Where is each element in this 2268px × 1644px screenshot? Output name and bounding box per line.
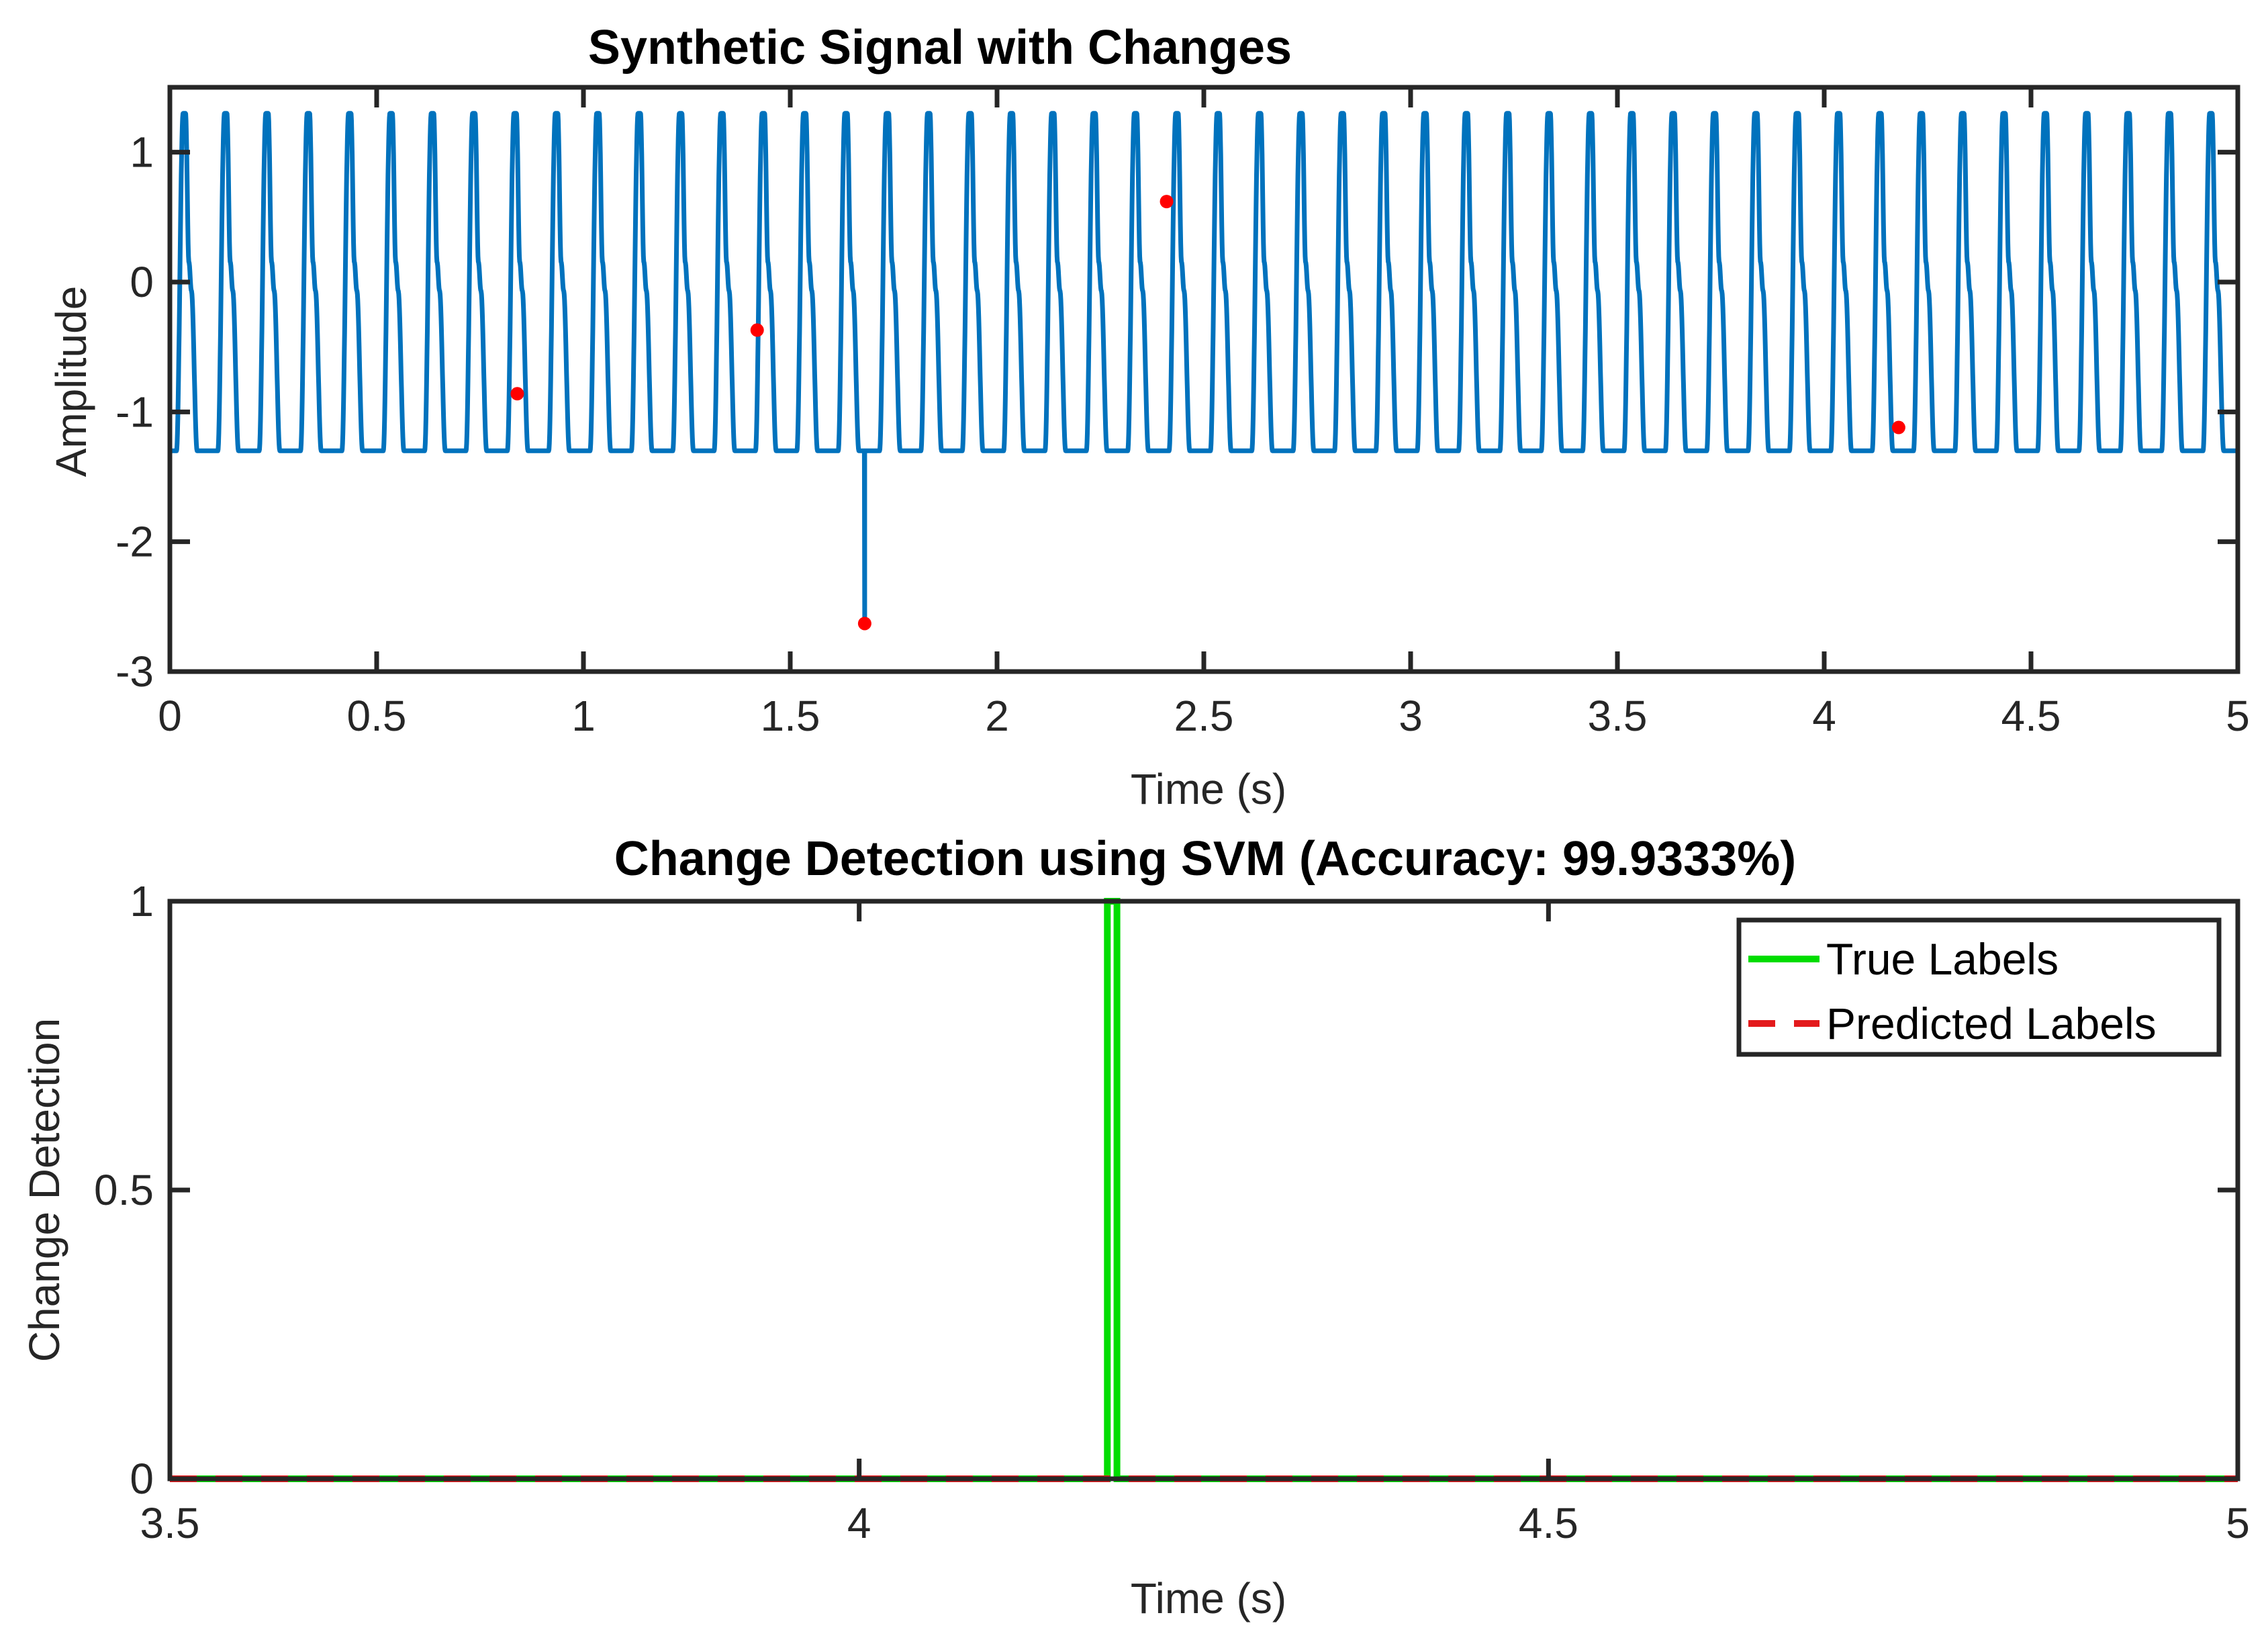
x-tick-label: 2.5 [1174,692,1234,740]
x-tick-label: 3.5 [1588,692,1648,740]
x-tick-label: 4.5 [2001,692,2061,740]
x-tick-label: 3 [1399,692,1423,740]
x-tick-label: 1 [571,692,596,740]
y-tick-label: -3 [115,647,154,696]
detection-axes: Change Detection using SVM (Accuracy: 99… [20,832,2250,1623]
x-tick-label: 5 [2226,1499,2250,1547]
y-tick-label: -1 [115,387,154,436]
x-tick-label: 5 [2226,692,2250,740]
y-tick-label: 1 [130,128,154,177]
detection-chart-title: Change Detection using SVM (Accuracy: 99… [614,832,1797,886]
signal-plot-frame [167,85,2240,674]
legend-predicted-labels-text: Predicted Labels [1826,999,2157,1048]
x-tick-label: 4 [1812,692,1836,740]
signal-chart-title: Synthetic Signal with Changes [588,21,1292,75]
legend-box [1736,917,2222,1057]
change-point-marker [1891,420,1905,435]
x-tick-label: 4.5 [1519,1499,1578,1547]
signal-axes: Synthetic Signal with Changes Amplitude … [47,21,2250,813]
signal-x-axis-label: Time (s) [1131,765,1286,813]
change-point-marker [510,387,524,401]
change-point-marker [750,323,764,337]
change-point-marker [857,616,871,631]
signal-y-axis-label: Amplitude [47,286,95,477]
y-tick-label: 0.5 [94,1166,154,1214]
detection-x-axis-label: Time (s) [1131,1574,1286,1623]
y-tick-label: 1 [130,877,154,925]
x-tick-label: 4 [847,1499,871,1547]
legend: True Labels Predicted Labels [1736,917,2222,1057]
change-point-marker [1160,195,1174,209]
y-tick-label: -2 [115,518,154,566]
x-tick-label: 0.5 [347,692,407,740]
x-tick-label: 3.5 [140,1499,200,1547]
y-tick-label: 0 [130,1455,154,1503]
y-tick-label: 0 [130,258,154,306]
signal-series-line [170,111,2238,626]
detection-y-axis-label: Change Detection [20,1018,68,1362]
detection-plot-frame [167,899,2240,1481]
x-tick-label: 0 [158,692,182,740]
x-tick-label: 2 [985,692,1009,740]
x-tick-label: 1.5 [761,692,820,740]
legend-true-labels-text: True Labels [1826,934,2059,984]
